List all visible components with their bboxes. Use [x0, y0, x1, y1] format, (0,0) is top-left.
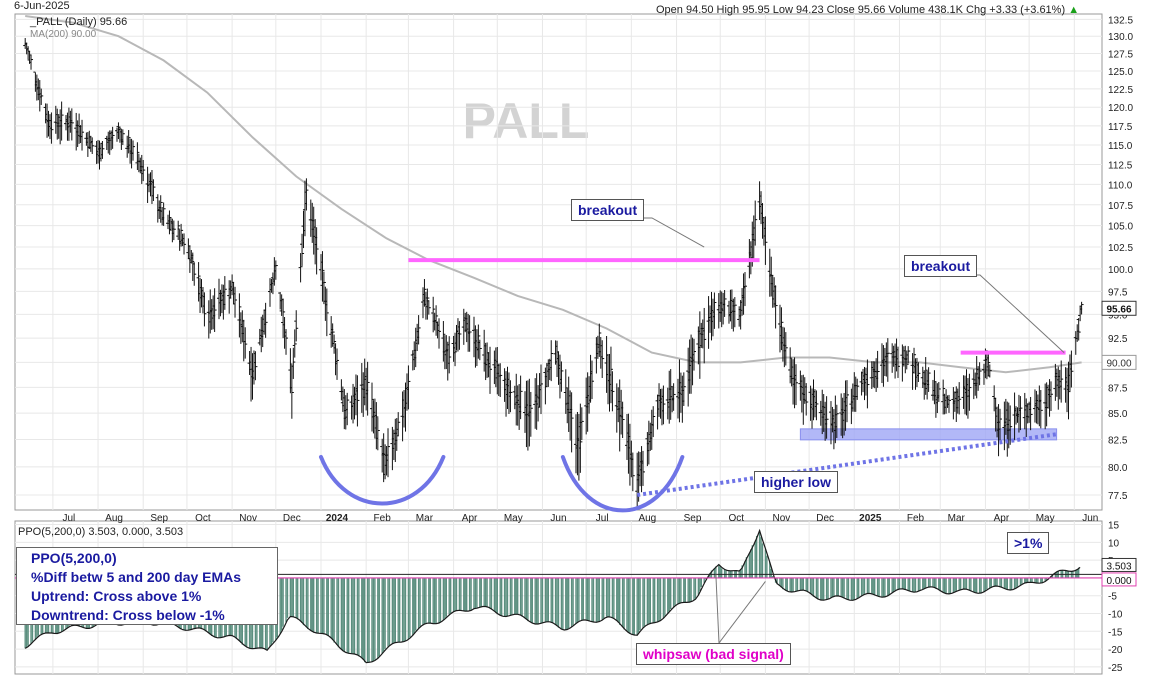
last-price-tag-label: 95.66 [1106, 304, 1131, 315]
price-y-tick-label: 112.5 [1108, 160, 1133, 171]
x-tick-label: Oct [728, 513, 744, 524]
x-tick-label: Feb [374, 513, 392, 524]
whipsaw-pointer-1 [715, 574, 720, 644]
ppo-note-line-3: Uptrend: Cross above 1% [31, 588, 202, 604]
x-tick-label: Jun [1082, 513, 1098, 524]
ppo-note-box: PPO(5,200,0) %Diff betw 5 and 200 day EM… [16, 547, 278, 625]
ppo-y-tick-label: 15 [1108, 521, 1120, 532]
price-y-tick-label: 82.5 [1108, 436, 1128, 447]
ppo-y-tick-label: -20 [1108, 645, 1123, 656]
whipsaw-pointer-2 [718, 581, 766, 644]
ppo-y-tick-label: -10 [1108, 610, 1123, 621]
price-y-tick-label: 77.5 [1108, 491, 1128, 502]
price-y-tick-label: 132.5 [1108, 15, 1133, 26]
higher-low-annotation: higher low [754, 471, 838, 493]
x-tick-label: Nov [239, 513, 257, 524]
ppo-note-line-2: %Diff betw 5 and 200 day EMAs [31, 569, 242, 585]
x-tick-label: Sep [684, 513, 702, 524]
x-tick-label: Jul [596, 513, 609, 524]
x-tick-label: Apr [462, 513, 478, 524]
price-bars [23, 38, 1084, 508]
ppo-y-tick-label: -25 [1108, 663, 1123, 674]
ma200-line [25, 15, 1082, 374]
ppo-value-tag-label: 3.503 [1106, 561, 1131, 572]
x-tick-label: Feb [907, 513, 925, 524]
x-tick-label: Dec [283, 513, 301, 524]
x-tick-label: Jul [62, 513, 75, 524]
price-y-tick-label: 120.0 [1108, 103, 1133, 114]
price-legend: _PALL (Daily) 95.66 [30, 16, 128, 28]
price-y-tick-label: 100.0 [1108, 265, 1133, 276]
x-tick-label: Dec [816, 513, 834, 524]
ppo-y-tick-label: -15 [1108, 627, 1123, 638]
x-tick-label: Mar [416, 513, 434, 524]
price-y-tick-label: 125.0 [1108, 67, 1133, 78]
x-tick-label: Aug [638, 513, 656, 524]
price-y-tick-label: 127.5 [1108, 49, 1133, 60]
x-tick-label: Mar [948, 513, 966, 524]
price-y-tick-label: 102.5 [1108, 243, 1133, 254]
date-label: 6-Jun-2025 [14, 0, 70, 12]
x-tick-label: Oct [195, 513, 211, 524]
ma-legend: MA(200) 90.00 [30, 29, 97, 40]
price-y-tick-label: 97.5 [1108, 287, 1128, 298]
ppo-note-line-4: Downtrend: Cross below -1% [31, 607, 225, 623]
ma-tag [1101, 354, 1137, 370]
ppo-value-tag [1101, 557, 1137, 572]
chart-title-watermark: PALL [463, 93, 590, 149]
ppo-note-line-1: PPO(5,200,0) [31, 550, 117, 566]
ppo-y-tick-label: 10 [1108, 538, 1120, 549]
price-y-tick-label: 115.0 [1108, 141, 1133, 152]
x-tick-label: May [1036, 513, 1055, 524]
rounded-bottom-arc-1 [318, 455, 446, 506]
price-y-tick-label: 130.0 [1108, 32, 1133, 43]
price-y-tick-label: 107.5 [1108, 201, 1133, 212]
ppo-legend: PPO(5,200,0) 3.503, 0.000, 3.503 [18, 526, 183, 538]
breakout-annotation-1: breakout [571, 199, 645, 221]
price-y-tick-label: 117.5 [1108, 122, 1133, 133]
price-y-tick-label: 85.0 [1108, 409, 1128, 420]
x-tick-label: 2024 [326, 513, 349, 524]
x-tick-label: 2025 [859, 513, 882, 524]
ppo-signal-tag-label: 0.000 [1106, 576, 1131, 587]
ppo-signal-tag [1101, 572, 1137, 587]
higher-low-trendline [636, 432, 1058, 497]
price-y-tick-label: 105.0 [1108, 222, 1133, 233]
x-tick-label: Sep [150, 513, 168, 524]
price-y-tick-label: 87.5 [1108, 383, 1128, 394]
breakout-annotation-2: breakout [904, 255, 978, 277]
price-y-tick-label: 92.5 [1108, 334, 1128, 345]
x-tick-label: Aug [105, 513, 123, 524]
price-y-tick-label: 110.0 [1108, 180, 1133, 191]
x-tick-label: Jun [550, 513, 566, 524]
ma-tag-label: 90.00 [1106, 358, 1131, 369]
support-zone [799, 428, 1058, 441]
ohlc-readout: Open 94.50 High 95.95 Low 94.23 Close 95… [656, 4, 1080, 16]
price-y-tick-label: 95.0 [1108, 310, 1128, 321]
rounded-bottom-arc-2 [560, 455, 685, 513]
price-y-tick-label: 122.5 [1108, 85, 1133, 96]
price-y-tick-label: 80.0 [1108, 463, 1128, 474]
x-tick-label: May [504, 513, 523, 524]
ppo-threshold-annotation: >1% [1007, 532, 1050, 554]
whipsaw-annotation: whipsaw (bad signal) [636, 643, 791, 665]
x-tick-label: Nov [773, 513, 791, 524]
last-price-tag [1101, 300, 1137, 316]
x-tick-label: Apr [994, 513, 1010, 524]
ppo-y-tick-label: -5 [1108, 592, 1117, 603]
ppo-line [24, 528, 1081, 664]
